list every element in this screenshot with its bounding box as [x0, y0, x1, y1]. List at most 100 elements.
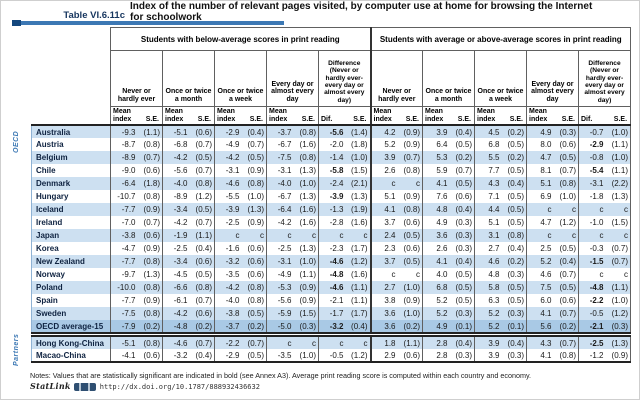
value-cell: (1.6) [299, 218, 316, 227]
value-cell: (0.5) [455, 140, 472, 149]
value-cell: 5.2 [474, 320, 503, 334]
value-cell: -6.4 [266, 203, 295, 216]
value-cell: (0.2) [507, 127, 524, 137]
table-label: Table VI.6.11c [63, 10, 125, 21]
statlink-url[interactable]: http://dx.doi.org/10.1787/888932436632 [99, 383, 260, 391]
table-row: Poland -10.0 (0.8) -6.6 (0.8) -4.2 (0.8) -5.3 (0… [31, 281, 632, 294]
row-label: Australia [31, 125, 111, 138]
value-cell: -7.5 [266, 151, 295, 164]
row-label: Ireland [31, 216, 111, 229]
value-cell: (0.5) [455, 296, 472, 305]
stat-header: Mean index [162, 106, 191, 126]
value-cell: (1.1) [606, 138, 632, 151]
row-label: Spain [31, 294, 111, 307]
value-cell: (0.1) [502, 320, 527, 334]
value-cell: (0.9) [299, 283, 316, 292]
value-cell: (1.0) [247, 192, 264, 201]
value-cell: (1.3) [606, 335, 631, 349]
row-label: Iceland [31, 203, 111, 216]
value-cell: 2.8 [422, 349, 451, 363]
value-cell: c [606, 268, 632, 281]
value-cell: -6.7 [266, 138, 295, 151]
value-cell: (0.7) [559, 309, 576, 318]
value-cell: (1.7) [351, 309, 368, 318]
value-cell: -8.7 [110, 138, 139, 151]
value-cell: (0.7) [455, 166, 472, 175]
value-cell: (0.3) [455, 309, 472, 318]
value-cell: c [578, 268, 607, 281]
value-cell: 5.2 [526, 255, 555, 268]
value-cell: -2.3 [318, 242, 347, 255]
row-label: OECD average-15 [31, 320, 111, 334]
value-cell: (0.7) [247, 140, 264, 149]
value-cell: (0.8) [143, 257, 160, 266]
value-cell: (0.3) [455, 231, 472, 240]
stat-header: Mean index [266, 106, 295, 126]
table-row: Macao-China -4.1 (0.6) -3.2 (0.4) -2.9 (0.5) -3… [31, 349, 631, 363]
value-cell: (0.4) [195, 244, 212, 253]
value-cell: 7.6 [422, 190, 451, 203]
value-cell: (0.6) [247, 244, 264, 253]
value-cell: (0.8) [507, 231, 524, 240]
value-cell: -1.0 [578, 216, 607, 229]
value-cell: -6.4 [110, 177, 139, 190]
value-cell: (0.6) [138, 349, 163, 363]
value-cell: (0.9) [143, 296, 160, 305]
value-cell: -1.7 [318, 307, 347, 320]
value-cell: -2.2 [214, 335, 243, 349]
value-cell: 5.2 [369, 138, 399, 151]
notes-text: Notes: Values that are statistically sig… [30, 371, 532, 380]
value-cell: (0.9) [403, 296, 420, 305]
statlink-label: StatLink [30, 381, 71, 391]
value-cell: (0.2) [398, 320, 423, 334]
value-cell: (2.2) [606, 177, 632, 190]
value-cell: (0.5) [507, 205, 524, 214]
row-label: Korea [31, 242, 111, 255]
frequency-header: Once or twice a week [474, 50, 527, 107]
value-cell: (0.2) [138, 320, 163, 334]
value-cell: 5.3 [422, 151, 451, 164]
value-cell: -4.2 [266, 216, 295, 229]
value-cell: (0.4) [507, 244, 524, 253]
value-cell: 2.4 [369, 229, 399, 242]
table-row: Spain -7.7 (0.9) -6.1 (0.7) -4.0 (0.8) -5.6 (0.9… [31, 294, 632, 307]
value-cell: (0.9) [247, 166, 264, 175]
value-cell: (1.0) [299, 257, 316, 266]
value-cell: -4.9 [214, 138, 243, 151]
value-cell: 4.1 [526, 349, 555, 363]
value-cell: c [606, 229, 632, 242]
value-cell: c [416, 179, 420, 188]
value-cell: (0.5) [195, 270, 212, 279]
value-cell: -4.6 [162, 335, 191, 349]
value-cell: -2.2 [578, 294, 607, 307]
value-cell: (0.8) [403, 205, 420, 214]
value-cell: 3.7 [369, 216, 399, 229]
value-cell: (0.5) [195, 153, 212, 162]
value-cell: 3.9 [422, 125, 451, 138]
value-cell: -4.7 [110, 242, 139, 255]
value-cell: -2.8 [318, 216, 347, 229]
table-row: Sweden -7.5 (0.8) -4.2 (0.6) -3.8 (0.5) -5.9 (1.… [31, 307, 632, 320]
value-cell: -2.9 [578, 138, 607, 151]
value-cell: -4.5 [162, 268, 191, 281]
value-cell: 2.8 [422, 335, 451, 349]
value-cell: 7.1 [474, 190, 503, 203]
value-cell: (0.3) [502, 349, 527, 363]
value-cell: (0.7) [242, 335, 267, 349]
value-cell: (0.9) [403, 140, 420, 149]
value-cell: (0.4) [450, 335, 475, 349]
value-cell: 4.9 [422, 320, 451, 334]
table-row: Chile -9.0 (0.6) -5.6 (0.7) -3.1 (0.9) -3.1 (1.3… [31, 164, 632, 177]
value-cell: -4.6 [318, 281, 347, 294]
value-cell: -7.7 [110, 203, 139, 216]
stat-header: Mean index [369, 106, 399, 126]
table-row: Denmark -6.4 (1.8) -4.0 (0.8) -4.6 (0.8) -4.0 (1… [31, 177, 632, 190]
value-cell: (1.3) [299, 192, 316, 201]
value-cell: (0.4) [346, 320, 371, 334]
value-cell: (0.7) [403, 153, 420, 162]
value-cell: c [572, 205, 576, 214]
row-label: Austria [31, 138, 111, 151]
value-cell: -8.9 [162, 190, 191, 203]
table-row: New Zealand -7.7 (0.8) -3.4 (0.6) -3.2 (0.6) -3… [31, 255, 632, 268]
